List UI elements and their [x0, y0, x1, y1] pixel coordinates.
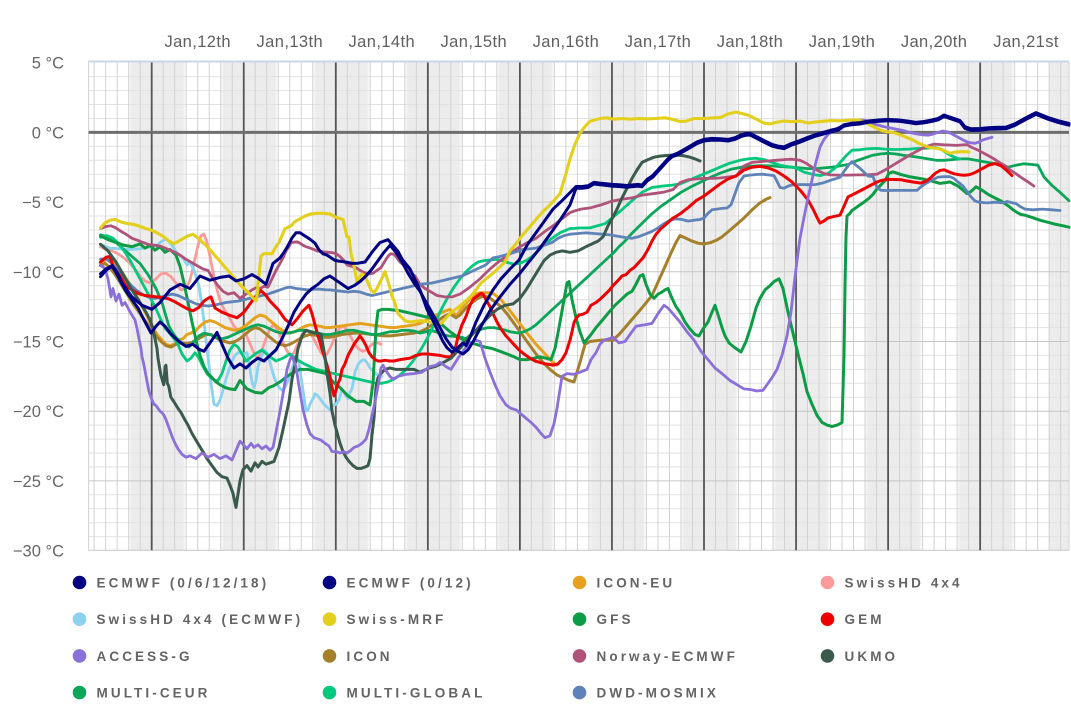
svg-text:MULTI-CEUR: MULTI-CEUR: [97, 686, 211, 700]
svg-text:SwissHD 4x4: SwissHD 4x4: [845, 576, 963, 591]
svg-text:ICON: ICON: [347, 649, 393, 664]
svg-text:−20 °C: −20 °C: [13, 403, 64, 421]
svg-text:−25 °C: −25 °C: [13, 473, 64, 491]
svg-text:Jan,12th: Jan,12th: [164, 33, 231, 51]
svg-text:0 °C: 0 °C: [32, 124, 64, 142]
svg-text:ACCESS-G: ACCESS-G: [97, 649, 193, 664]
svg-text:GEM: GEM: [845, 612, 885, 627]
svg-text:Jan,21st: Jan,21st: [993, 33, 1059, 51]
svg-text:SwissHD 4x4 (ECMWF): SwissHD 4x4 (ECMWF): [97, 612, 304, 627]
svg-text:−10 °C: −10 °C: [13, 264, 64, 282]
svg-text:Jan,18th: Jan,18th: [717, 33, 784, 51]
svg-text:Norway-ECMWF: Norway-ECMWF: [597, 649, 738, 664]
svg-text:Jan,15th: Jan,15th: [441, 33, 508, 51]
svg-text:−5 °C: −5 °C: [22, 194, 64, 212]
svg-text:Jan,14th: Jan,14th: [349, 33, 416, 51]
svg-text:Swiss-MRF: Swiss-MRF: [347, 612, 447, 627]
svg-text:Jan,20th: Jan,20th: [901, 33, 968, 51]
svg-text:ECMWF (0/6/12/18): ECMWF (0/6/12/18): [97, 576, 270, 591]
svg-text:MULTI-GLOBAL: MULTI-GLOBAL: [347, 686, 486, 700]
svg-text:Jan,13th: Jan,13th: [257, 33, 324, 51]
svg-text:5 °C: 5 °C: [32, 55, 64, 73]
svg-text:Jan,17th: Jan,17th: [625, 33, 692, 51]
svg-text:−30 °C: −30 °C: [13, 543, 64, 561]
svg-text:UKMO: UKMO: [845, 649, 899, 664]
svg-text:Jan,19th: Jan,19th: [809, 33, 876, 51]
svg-text:GFS: GFS: [597, 612, 634, 627]
svg-text:Jan,16th: Jan,16th: [533, 33, 600, 51]
svg-text:ICON-EU: ICON-EU: [597, 576, 676, 591]
svg-text:ECMWF (0/12): ECMWF (0/12): [347, 576, 474, 591]
svg-text:−15 °C: −15 °C: [13, 334, 64, 352]
svg-text:DWD-MOSMIX: DWD-MOSMIX: [597, 686, 720, 700]
